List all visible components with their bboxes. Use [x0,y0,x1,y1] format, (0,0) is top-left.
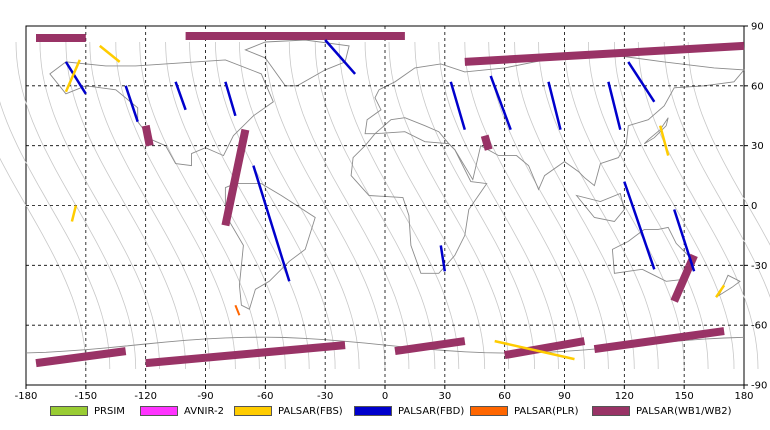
orbit-track [239,41,360,370]
observation-swaths [35,32,745,368]
y-tick-label: 90 [751,22,764,33]
legend-swatch-avnir2 [140,406,178,416]
orbit-track [414,41,535,370]
swath [627,61,656,103]
y-tick-label: -30 [751,261,767,272]
swath [99,44,121,63]
legend-swatch-palsar-fbs [234,406,272,416]
orbit-track [0,101,111,370]
x-tick-label: 30 [438,391,451,400]
x-tick-label: -90 [197,391,213,400]
legend-label-avnir2: AVNIR-2 [184,405,224,417]
legend-label-palsar-fbs: PALSAR(FBS) [278,405,343,417]
x-tick-label: -30 [317,391,333,400]
y-tick-label: 60 [751,81,764,92]
legend-label-prsim: PRSIM [94,405,125,417]
swath [124,85,139,123]
legend-item-palsar-plr: PALSAR(PLR) [470,404,578,418]
y-tick-label: 0 [751,201,757,212]
x-tick-label: -120 [134,391,157,400]
orbit-track [139,41,260,370]
swath [234,304,241,316]
swath [252,165,291,282]
x-tick-label: -150 [74,391,97,400]
x-tick-label: -180 [15,391,38,400]
continent-outline [224,183,316,310]
x-axis-ticks: -180 -150 -120 -90 -60 -30 0 30 60 90 120 150 180 [15,385,754,400]
legend-swatch-palsar-wb [592,406,630,416]
swath [70,205,78,222]
swath [224,81,237,117]
x-tick-label: 0 [382,391,388,400]
swath [174,81,187,111]
swath [489,75,512,131]
orbit-track [564,41,685,370]
legend-label-palsar-wb: PALSAR(WB1/WB2) [636,405,732,417]
swath [547,81,562,131]
x-tick-label: 120 [615,391,634,400]
map-plot: -180 -150 -120 -90 -60 -30 0 30 60 90 120 150 180 90… [0,22,770,400]
legend: PRSIM AVNIR-2 PALSAR(FBS) PALSAR(FBD) PA… [0,401,770,421]
y-tick-label: -60 [751,321,767,332]
legend-item-palsar-fbd: PALSAR(FBD) [354,404,464,418]
legend-label-palsar-fbd: PALSAR(FBD) [398,405,465,417]
swath [504,337,586,360]
legend-swatch-palsar-fbd [354,406,392,416]
legend-swatch-prsim [50,406,88,416]
swath [324,39,357,75]
swath [141,124,154,147]
swath [64,61,87,95]
orbit-track [288,41,410,370]
x-tick-label: 180 [734,391,753,400]
swath [658,125,670,156]
x-tick-label: 60 [498,391,511,400]
swath [439,245,447,272]
legend-item-avnir2: AVNIR-2 [140,404,224,418]
continent-outline [350,131,488,274]
y-axis-ticks: 90 60 30 0 -30 -60 -90 [744,22,767,392]
x-tick-label: 150 [675,391,694,400]
orbit-track [264,41,386,370]
y-tick-label: -90 [751,381,767,392]
swath [449,81,466,131]
x-tick-label: -60 [257,391,273,400]
swath [394,337,466,356]
swath [35,347,127,368]
swath [607,81,622,131]
legend-item-prsim: PRSIM [50,404,125,418]
swath [145,341,346,368]
orbit-track [65,41,186,370]
orbit-track [89,41,210,370]
continent-outline [575,192,625,222]
swath [464,41,745,66]
legend-swatch-palsar-plr [470,406,508,416]
swath [593,327,725,354]
orbit-track [215,41,336,370]
swath [494,339,575,361]
legend-item-palsar-wb: PALSAR(WB1/WB2) [592,404,732,418]
swath [64,59,81,93]
continent-outline [643,117,669,145]
orbit-track [588,41,709,370]
legend-label-palsar-plr: PALSAR(PLR) [514,405,579,417]
swath [623,181,656,270]
swath [673,209,696,272]
orbit-track [438,41,559,370]
map-frame [25,25,745,386]
legend-item-palsar-fbs: PALSAR(FBS) [234,404,343,418]
x-tick-label: 90 [558,391,571,400]
y-tick-label: 30 [751,141,764,152]
swath [221,128,250,227]
swath [715,284,726,298]
swath [480,134,493,151]
